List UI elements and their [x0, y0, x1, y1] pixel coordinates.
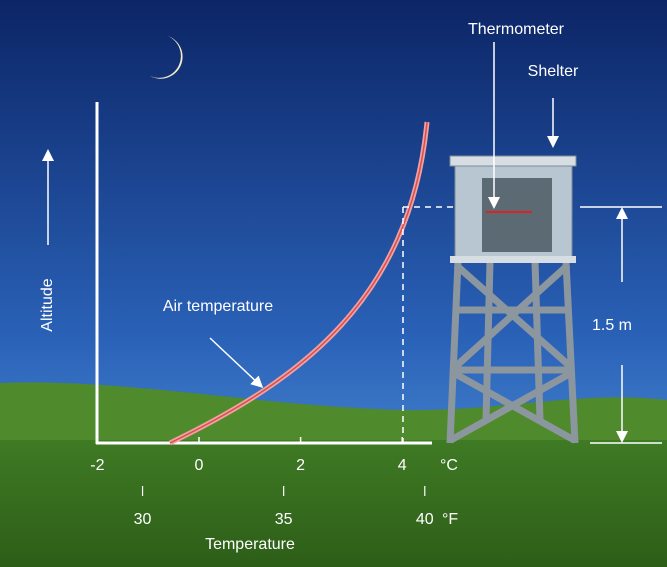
reference-dashes — [402, 206, 455, 443]
shelter-stand — [446, 261, 579, 444]
x-axis-title: Temperature — [205, 536, 295, 553]
height-label: 1.5 m — [592, 317, 632, 334]
ground — [0, 440, 667, 567]
celsius-tick-label: 2 — [296, 457, 305, 474]
shelter-label: Shelter — [528, 63, 579, 80]
celsius-tick-label: 0 — [195, 457, 204, 474]
shelter-base — [450, 256, 576, 263]
fahrenheit-tick-label: 30 — [134, 511, 152, 528]
temperature-curve-core — [169, 121, 428, 444]
air-temperature-arrow — [209, 337, 264, 389]
altitude-label: Altitude — [39, 278, 56, 331]
shelter-roof — [449, 155, 577, 167]
shelter-interior — [482, 178, 552, 252]
fahrenheit-unit: °F — [442, 511, 458, 528]
fahrenheit-tick-label: 35 — [275, 511, 293, 528]
celsius-tick-label: 4 — [398, 457, 407, 474]
air-temperature-label: Air temperature — [163, 298, 273, 315]
celsius-unit: °C — [440, 457, 458, 474]
celsius-tick-label: -2 — [90, 457, 104, 474]
fahrenheit-tick-label: 40 — [416, 511, 434, 528]
thermometer-label: Thermometer — [468, 21, 565, 38]
